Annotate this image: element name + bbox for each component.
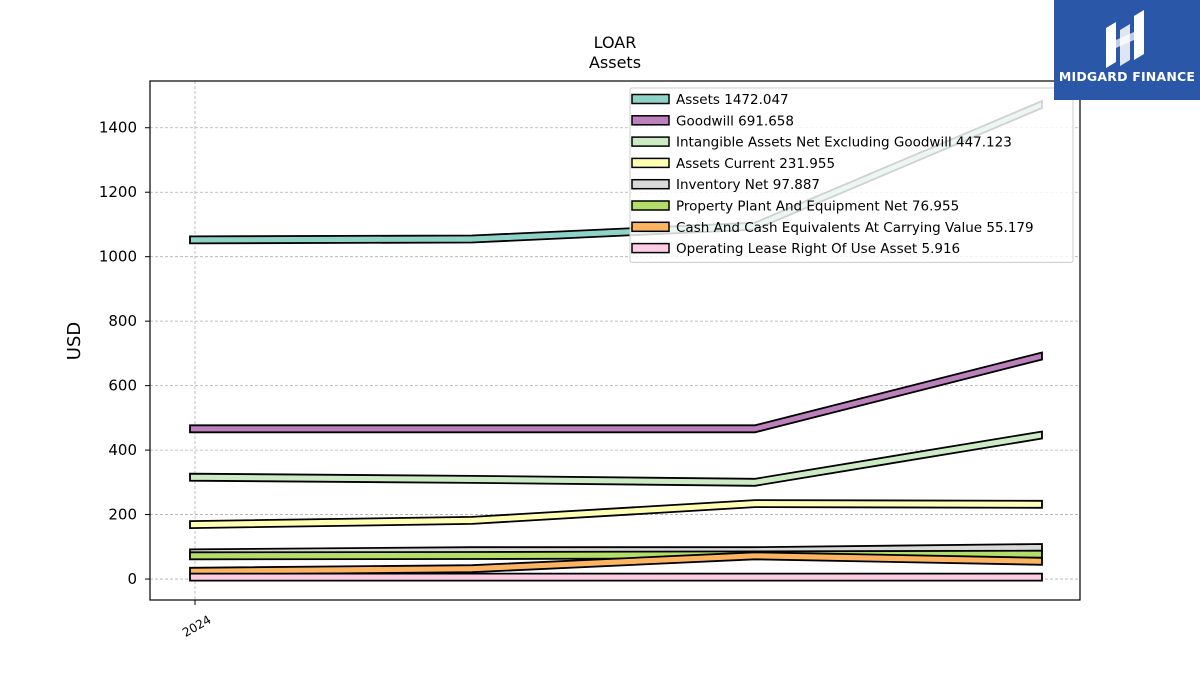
legend: Assets 1472.047 Goodwill 691.658 Intangibl… [629, 87, 1074, 263]
y-axis-label: USD [64, 322, 85, 360]
legend-swatch [631, 221, 670, 233]
legend-swatch [631, 136, 670, 147]
legend-entry: Assets Current 231.955 [676, 156, 835, 172]
series-band-assets-current [189, 499, 1043, 530]
x-axis: 2024 [180, 600, 214, 640]
y-axis: 0 200 400 600 800 1000 1200 1400 [99, 119, 150, 588]
legend-swatch [631, 242, 670, 254]
midgard-logo-icon [1106, 10, 1144, 68]
y-tick-label: 0 [127, 570, 137, 588]
y-tick-label: 1000 [99, 248, 137, 266]
legend-entry: Goodwill 691.658 [676, 113, 794, 129]
legend-swatch [631, 93, 670, 105]
chart-subtitle: Assets [589, 53, 641, 72]
legend-swatch [631, 115, 670, 126]
series-band-goodwill [189, 351, 1043, 434]
y-tick-label: 1200 [99, 183, 137, 201]
logo-text: MIDGARD FINANCE [1058, 69, 1196, 84]
legend-swatch [631, 157, 670, 169]
legend-box [629, 87, 1074, 263]
y-tick-label: 400 [108, 441, 137, 459]
legend-entry: Cash And Cash Equivalents At Carrying Va… [676, 220, 1034, 236]
legend-entry: Operating Lease Right Of Use Asset 5.916 [676, 241, 960, 257]
series-band-operating-lease-right-of-use-asset [189, 572, 1043, 582]
series-bands [189, 99, 1043, 582]
y-tick-label: 200 [108, 506, 137, 524]
y-tick-label: 600 [108, 377, 137, 395]
legend-swatch [631, 178, 670, 190]
legend-entry: Intangible Assets Net Excluding Goodwill… [676, 135, 1012, 151]
legend-entry: Property Plant And Equipment Net 76.955 [676, 199, 959, 215]
chart-title: LOAR [594, 33, 637, 52]
grid-lines [150, 81, 1080, 600]
x-tick-label: 2024 [180, 612, 213, 639]
series-band-intangible-assets-net-excluding-goodwill [189, 430, 1043, 487]
legend-swatch [631, 200, 670, 211]
logo: MIDGARD FINANCE [1054, 0, 1200, 100]
legend-entry: Assets 1472.047 [676, 92, 789, 108]
y-tick-label: 800 [108, 312, 137, 330]
legend-entry: Inventory Net 97.887 [676, 177, 820, 193]
plot-frame [149, 80, 1081, 601]
y-tick-label: 1400 [99, 119, 137, 137]
